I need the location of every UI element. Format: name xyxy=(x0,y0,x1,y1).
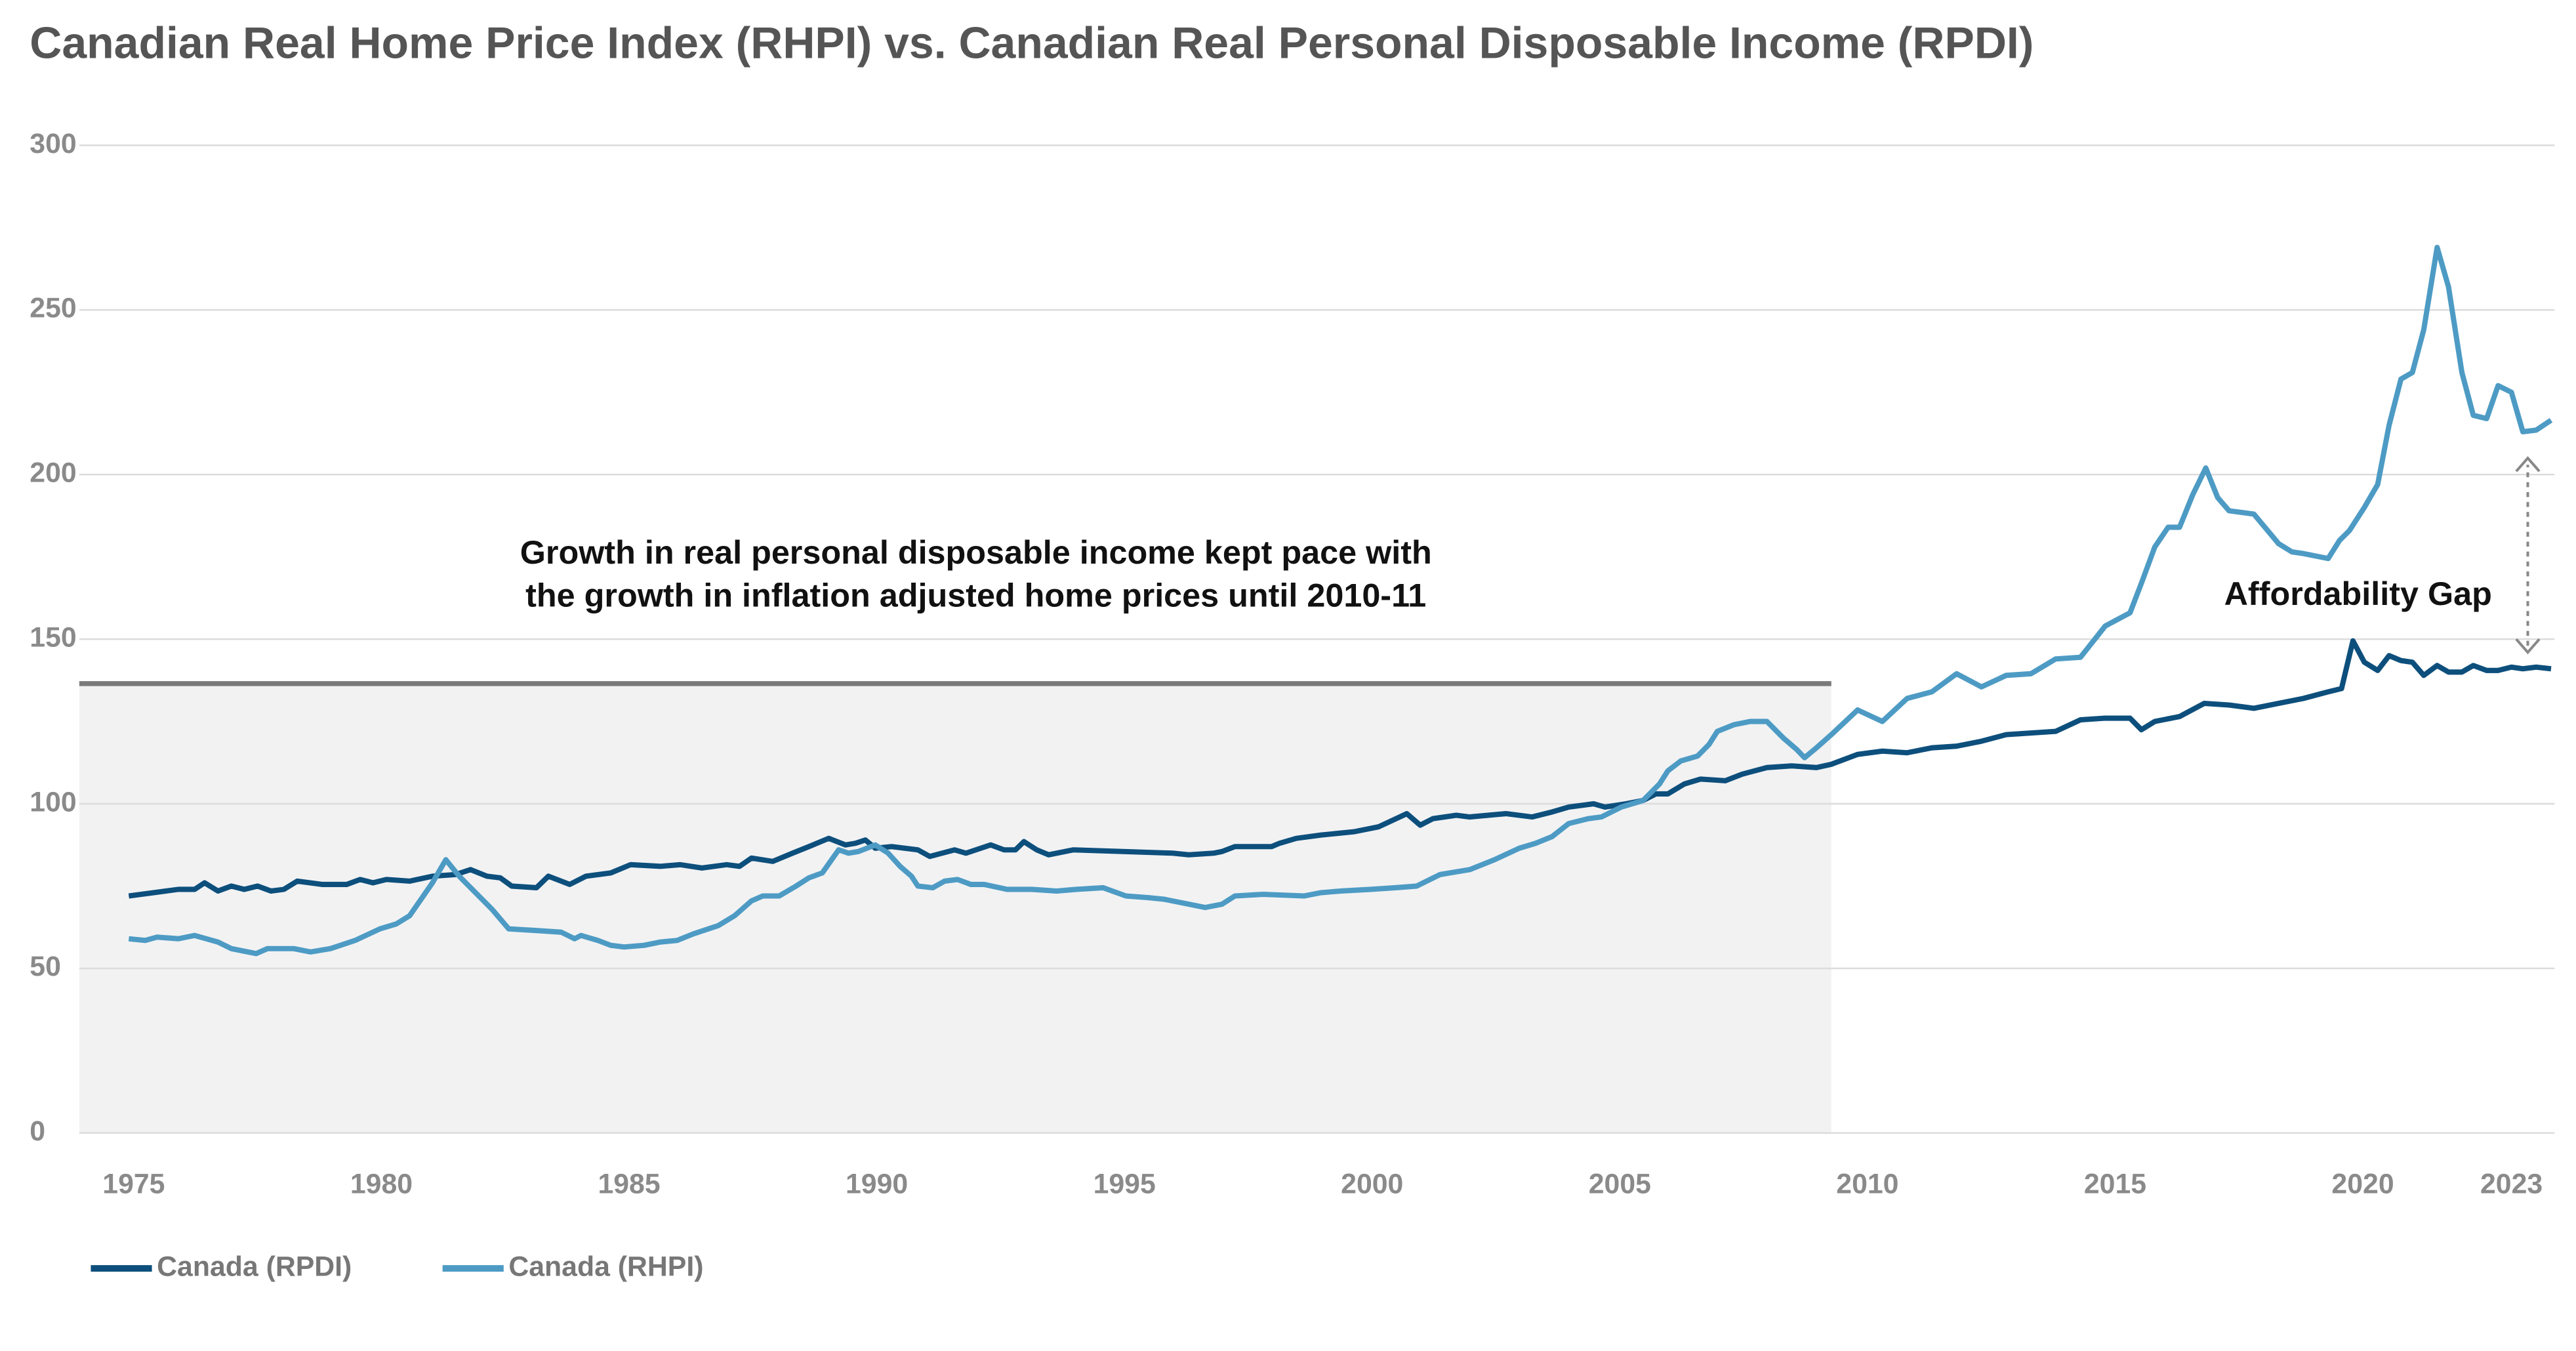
y-tick-label: 200 xyxy=(30,457,76,489)
x-tick-label: 2000 xyxy=(1341,1169,1403,1200)
gap-label: Affordability Gap xyxy=(2224,575,2492,612)
y-tick-label: 150 xyxy=(30,621,76,653)
y-tick-label: 250 xyxy=(30,293,76,324)
x-tick-label: 2015 xyxy=(2084,1169,2146,1200)
x-tick-label: 1975 xyxy=(102,1169,165,1200)
x-tick-label: 1990 xyxy=(846,1169,908,1200)
y-tick-label: 100 xyxy=(30,786,76,818)
gap-arrowhead xyxy=(2515,638,2541,655)
line-series xyxy=(128,638,2552,899)
x-tick-label: 1985 xyxy=(598,1169,660,1200)
x-tick-label: 1980 xyxy=(350,1169,413,1200)
x-tick-label: 2010 xyxy=(1836,1169,1898,1200)
legend-label: Canada (RHPI) xyxy=(508,1251,703,1282)
legend-label: Canada (RPDI) xyxy=(157,1251,352,1282)
line-series xyxy=(128,245,2553,957)
y-tick-label: 50 xyxy=(30,951,61,982)
x-tick-label: 2023 xyxy=(2480,1169,2543,1200)
chart-title: Canadian Real Home Price Index (RHPI) vs… xyxy=(30,18,2034,68)
gap-arrowhead xyxy=(2515,456,2541,472)
annotation: the growth in inflation adjusted home pr… xyxy=(525,576,1426,613)
x-tick-label: 2020 xyxy=(2331,1169,2394,1200)
y-tick-label: 0 xyxy=(30,1115,45,1147)
annotation: Growth in real personal disposable incom… xyxy=(520,533,1432,571)
highlight-region xyxy=(79,683,1831,1133)
x-tick-label: 2005 xyxy=(1589,1169,1651,1200)
x-tick-label: 1995 xyxy=(1094,1169,1156,1200)
y-tick-label: 300 xyxy=(30,128,76,159)
